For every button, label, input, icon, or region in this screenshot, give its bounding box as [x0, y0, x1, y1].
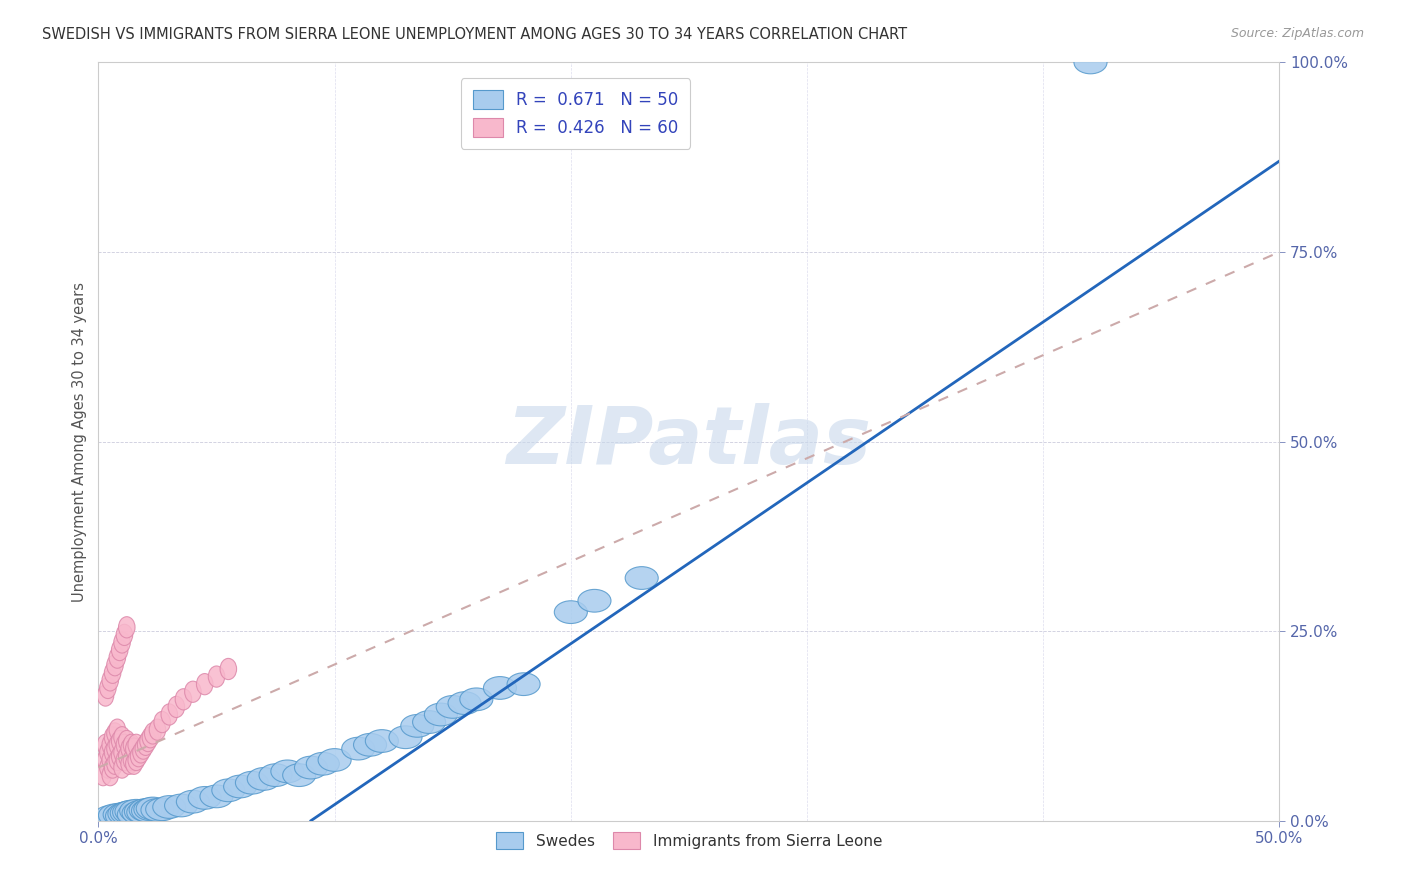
Legend: Swedes, Immigrants from Sierra Leone: Swedes, Immigrants from Sierra Leone: [486, 822, 891, 858]
Text: ZIPatlas: ZIPatlas: [506, 402, 872, 481]
Y-axis label: Unemployment Among Ages 30 to 34 years: Unemployment Among Ages 30 to 34 years: [72, 282, 87, 601]
Text: Source: ZipAtlas.com: Source: ZipAtlas.com: [1230, 27, 1364, 40]
Text: SWEDISH VS IMMIGRANTS FROM SIERRA LEONE UNEMPLOYMENT AMONG AGES 30 TO 34 YEARS C: SWEDISH VS IMMIGRANTS FROM SIERRA LEONE …: [42, 27, 907, 42]
